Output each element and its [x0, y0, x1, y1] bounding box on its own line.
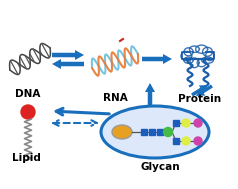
- Text: Lipid: Lipid: [12, 153, 40, 163]
- Bar: [141, 129, 147, 135]
- Bar: [157, 129, 163, 135]
- Circle shape: [21, 105, 35, 119]
- Text: DNA: DNA: [15, 89, 41, 99]
- Circle shape: [182, 137, 190, 145]
- FancyArrow shape: [145, 83, 155, 105]
- FancyArrow shape: [142, 54, 172, 64]
- Circle shape: [194, 119, 202, 127]
- FancyArrow shape: [196, 84, 213, 96]
- Text: Glycan: Glycan: [140, 162, 180, 172]
- FancyArrow shape: [191, 85, 208, 96]
- Text: Protein: Protein: [178, 94, 222, 104]
- Circle shape: [194, 137, 202, 145]
- Circle shape: [182, 119, 190, 127]
- Bar: [173, 120, 179, 126]
- Bar: [149, 129, 155, 135]
- Ellipse shape: [112, 125, 132, 139]
- Bar: [173, 138, 179, 144]
- Circle shape: [164, 128, 173, 136]
- Text: RNA: RNA: [103, 93, 127, 103]
- FancyArrow shape: [52, 50, 84, 60]
- Ellipse shape: [101, 106, 209, 158]
- FancyArrow shape: [52, 59, 84, 69]
